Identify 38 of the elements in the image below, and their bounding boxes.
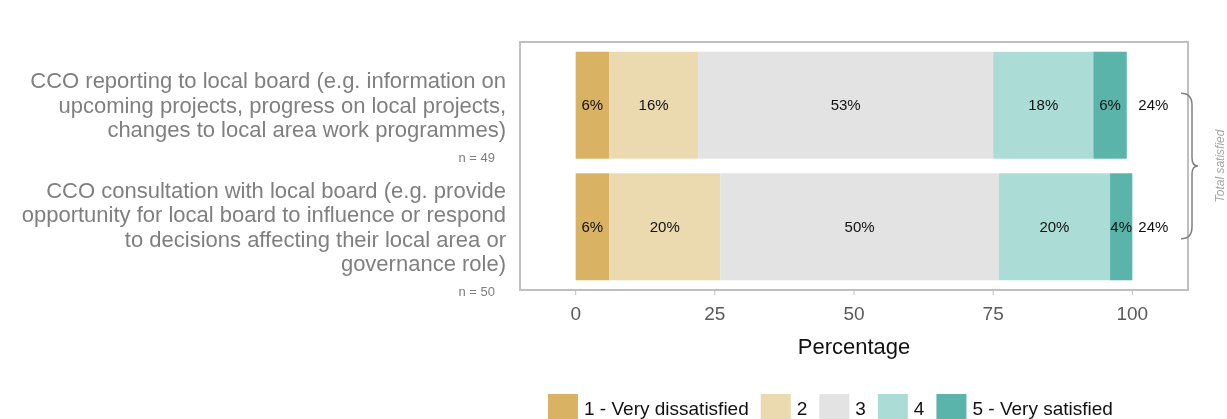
x-tick-label: 0	[570, 303, 581, 324]
data-label: 4%	[1110, 218, 1133, 236]
legend-label: 2	[796, 397, 808, 419]
y-tick-label: CCO consultation with local board (e.g. provide opportunity for local board to influence or respond to decisions affecting their local area or governance role)	[21, 177, 506, 277]
x-axis-title: Percentage	[797, 334, 911, 359]
x-tick-label: 75	[982, 303, 1004, 324]
bar	[609, 173, 721, 281]
x-tick-label: 25	[704, 303, 726, 324]
bar	[609, 51, 699, 159]
text: n = 50	[458, 283, 495, 299]
data-label: 50%	[844, 218, 875, 236]
text: n = 49	[458, 149, 495, 165]
text: Total satisfied	[1213, 129, 1227, 203]
x-tick-label: 50	[843, 303, 865, 324]
legend-label: 4	[913, 397, 925, 419]
bar	[998, 173, 1111, 281]
bar	[575, 51, 610, 159]
bar	[575, 173, 610, 281]
data-label: 53%	[830, 96, 861, 114]
data-label: 16%	[638, 96, 669, 114]
bar	[720, 173, 999, 281]
data-label: 20%	[649, 218, 680, 236]
data-label: 20%	[1039, 218, 1070, 236]
bar	[1110, 173, 1133, 281]
bar	[698, 51, 994, 159]
bar	[993, 51, 1094, 159]
annotation: 24%	[1138, 218, 1169, 236]
y-tick-label: CCO reporting to local board (e.g. information on upcoming projects, progress on local projects, changes to local area work programmes)	[30, 68, 506, 143]
legend-label: 3	[855, 397, 866, 419]
x-tick-label: 100	[1116, 303, 1149, 324]
bar	[1093, 51, 1127, 159]
data-label: 6%	[581, 96, 604, 114]
data-label: 6%	[1099, 96, 1121, 114]
data-label: 18%	[1028, 96, 1059, 114]
legend-label: 5 - Very satisfied	[972, 397, 1113, 419]
data-label: 6%	[581, 218, 604, 236]
legend-label: 1 - Very dissatisfied	[584, 397, 749, 419]
annotation: 24%	[1138, 96, 1169, 114]
